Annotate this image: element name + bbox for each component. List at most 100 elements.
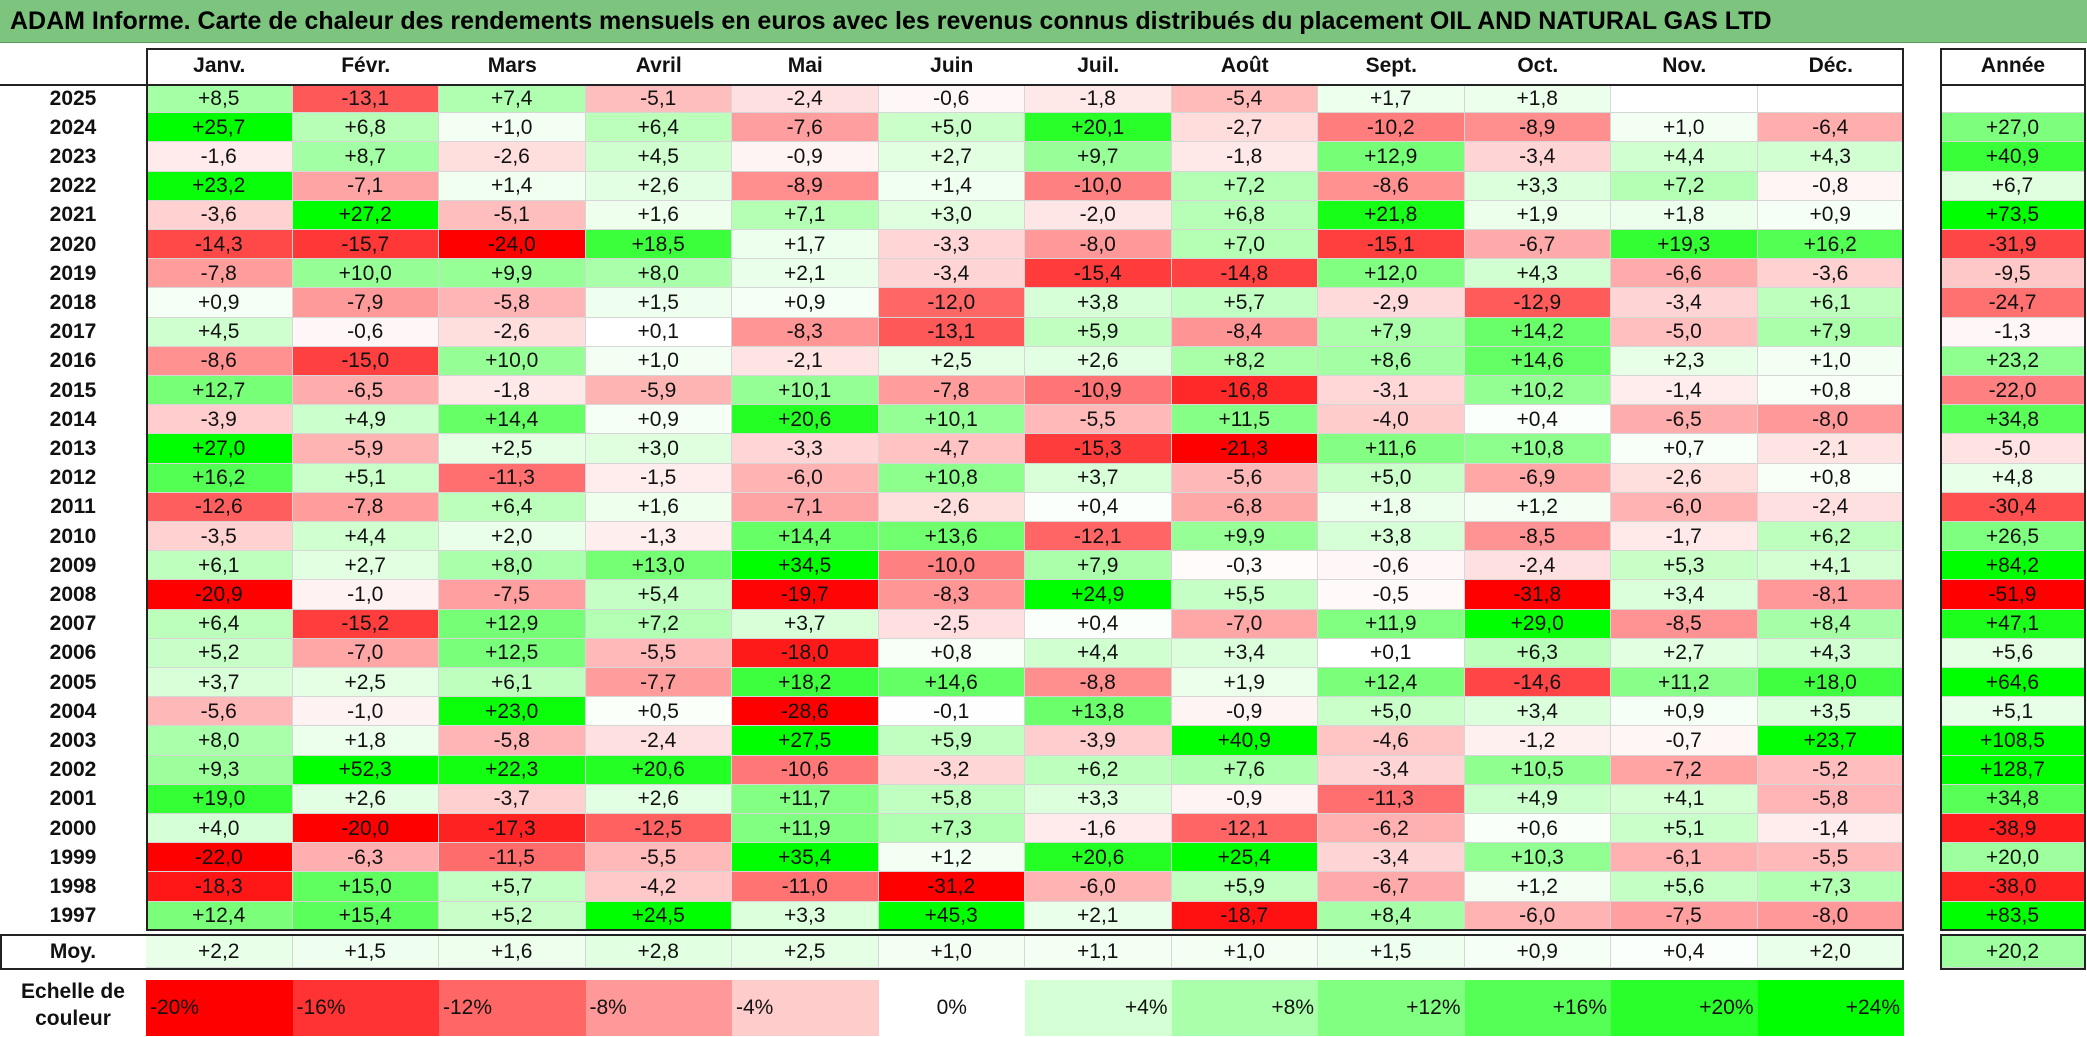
heatmap-cell: +16,2 [146,463,293,493]
heatmap-cell: +3,7 [732,609,879,639]
heatmap-cell: +19,0 [146,784,293,814]
heatmap-cell: +23,2 [146,171,293,201]
heatmap-cell: +0,9 [146,288,293,318]
annual-cell: -31,9 [1940,230,2086,260]
heatmap-cell: -15,0 [292,346,439,376]
annual-cell: +128,7 [1940,755,2086,785]
heatmap-cell: -2,9 [1318,288,1465,318]
heatmap-cell: -1,0 [292,580,439,610]
heatmap-cell: -3,3 [878,230,1025,260]
heatmap-cell: +12,5 [439,638,586,668]
heatmap-cell: +7,0 [1171,230,1318,260]
heatmap-cell: -1,4 [1757,814,1904,844]
year-label: 2024 [49,115,97,139]
heatmap-cell: -20,9 [146,580,293,610]
heatmap-cell: -17,3 [439,814,586,844]
heatmap-cell: -1,5 [585,463,732,493]
heatmap-cell: +1,2 [1464,872,1611,902]
heatmap-cell: -2,1 [732,346,879,376]
heatmap-cell: +11,2 [1611,668,1758,698]
color-scale-swatch: +12% [1318,980,1465,1036]
heatmap-cell: -2,6 [1611,463,1758,493]
heatmap-cell: +23,0 [439,697,586,727]
annual-cell: -30,4 [1940,492,2086,522]
year-column-header: Année [1980,54,2046,77]
heatmap-cell: +4,3 [1757,638,1904,668]
heatmap-cell: -2,7 [1171,113,1318,143]
heatmap-cell: -0,5 [1318,580,1465,610]
heatmap-cell: +3,4 [1171,638,1318,668]
header-divider [0,84,1904,86]
heatmap-cell: -10,0 [878,551,1025,581]
heatmap-cell: -1,6 [1025,814,1172,844]
year-label: 2007 [49,612,97,636]
heatmap-cell: +29,0 [1464,609,1611,639]
heatmap-cell: -0,1 [878,697,1025,727]
heatmap-cell: -15,4 [1025,259,1172,289]
year-label: 2010 [49,524,97,548]
heatmap-cell: +6,4 [439,492,586,522]
heatmap-cell: +19,3 [1611,230,1758,260]
year-label: 1997 [49,904,97,928]
heatmap-cell: -8,5 [1464,522,1611,552]
heatmap-cell: +7,2 [585,609,732,639]
year-label: 2014 [49,407,97,431]
heatmap-cell: -2,4 [585,726,732,756]
color-scale-swatch: -12% [439,980,586,1036]
heatmap-cell: +21,8 [1318,200,1465,230]
heatmap-cell: -5,9 [292,434,439,464]
heatmap-cell: -1,2 [1464,726,1611,756]
heatmap-cell: -7,0 [292,638,439,668]
heatmap-cell: +4,5 [146,317,293,347]
heatmap-cell: -3,9 [1025,726,1172,756]
heatmap-cell: +0,1 [1318,638,1465,668]
heatmap-cell: +1,5 [585,288,732,318]
heatmap-cell: -5,5 [1025,405,1172,435]
heatmap-cell: +5,7 [1171,288,1318,318]
heatmap-cell: -10,6 [732,755,879,785]
heatmap-cell: -6,1 [1611,843,1758,873]
year-label: 2016 [49,349,97,373]
year-label: 2002 [49,758,97,782]
annual-cell: +20,0 [1940,843,2086,873]
heatmap-cell: +2,5 [878,346,1025,376]
heatmap-cell: -7,0 [1171,609,1318,639]
heatmap-cell: -6,0 [1464,901,1611,931]
year-label: 2008 [49,582,97,606]
heatmap-cell: +20,6 [1025,843,1172,873]
heatmap-cell: -6,2 [1318,814,1465,844]
heatmap-cell: -1,7 [1611,522,1758,552]
heatmap-cell: +8,0 [585,259,732,289]
heatmap-cell: +52,3 [292,755,439,785]
color-scale-swatch: -8% [585,980,732,1036]
heatmap-cell: +1,4 [878,171,1025,201]
month-header: Févr. [341,54,391,77]
heatmap-cell: +0,8 [1757,376,1904,406]
heatmap-cell: +2,6 [585,171,732,201]
heatmap-cell: +2,6 [585,784,732,814]
heatmap-cell: +6,3 [1464,638,1611,668]
heatmap-cell: -18,7 [1171,901,1318,931]
heatmap-cell: +4,1 [1757,551,1904,581]
heatmap-cell: +12,0 [1318,259,1465,289]
heatmap-cell: -5,4 [1171,84,1318,114]
heatmap-cell: -18,0 [732,638,879,668]
heatmap-cell: +10,8 [1464,434,1611,464]
heatmap-cell: -13,1 [878,317,1025,347]
heatmap-cell: -18,3 [146,872,293,902]
average-cell: +1,5 [1318,935,1465,968]
heatmap-cell: +0,8 [878,638,1025,668]
heatmap-cell: -7,1 [292,171,439,201]
annual-cell: -9,5 [1940,259,2086,289]
heatmap-cell: +14,4 [439,405,586,435]
heatmap-cell: +4,9 [292,405,439,435]
heatmap-cell: -3,3 [732,434,879,464]
heatmap-cell: +16,2 [1757,230,1904,260]
heatmap-cell: +1,6 [585,200,732,230]
heatmap-cell: +14,4 [732,522,879,552]
heatmap-cell: -5,5 [585,843,732,873]
heatmap-cell: +7,1 [732,200,879,230]
heatmap-cell: +5,1 [1611,814,1758,844]
heatmap-cell: -7,8 [292,492,439,522]
annual-cell: +5,6 [1940,638,2086,668]
